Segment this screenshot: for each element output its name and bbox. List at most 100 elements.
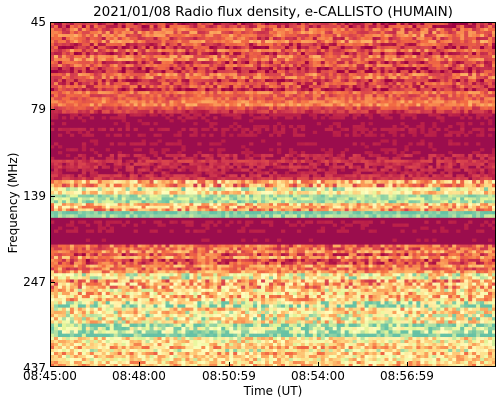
heatmap-cell xyxy=(340,97,345,101)
heatmap-cell xyxy=(416,124,421,129)
heatmap-cell xyxy=(408,79,413,83)
heatmap-cell xyxy=(344,55,349,59)
heatmap-cell xyxy=(316,70,322,74)
heatmap-cell xyxy=(149,151,154,155)
heatmap-cell xyxy=(364,55,369,59)
heatmap-cell xyxy=(81,113,87,117)
heatmap-cell xyxy=(436,37,441,41)
heatmap-cell xyxy=(460,37,465,41)
heatmap-cell xyxy=(440,159,445,163)
heatmap-cell xyxy=(336,130,341,134)
heatmap-cell xyxy=(440,49,445,53)
heatmap-cell xyxy=(261,76,266,80)
heatmap-cell xyxy=(428,94,433,98)
heatmap-cell xyxy=(492,64,496,68)
heatmap-cell xyxy=(488,180,493,184)
heatmap-cell xyxy=(464,187,469,192)
heatmap-cell xyxy=(328,85,334,89)
heatmap-cell xyxy=(173,177,178,181)
heatmap-cell xyxy=(452,85,457,89)
heatmap-cell xyxy=(141,70,146,74)
heatmap-cell xyxy=(380,174,385,178)
heatmap-cell xyxy=(432,52,437,56)
heatmap-cell xyxy=(308,187,314,192)
heatmap-cell xyxy=(85,177,91,181)
heatmap-cell xyxy=(352,82,357,86)
heatmap-cell xyxy=(65,28,71,32)
heatmap-cell xyxy=(229,79,234,83)
heatmap-cell xyxy=(193,64,198,68)
heatmap-cell xyxy=(440,28,445,32)
heatmap-cell xyxy=(233,159,238,163)
heatmap-cell xyxy=(57,73,63,77)
heatmap-cell xyxy=(376,159,381,163)
heatmap-cell xyxy=(209,52,214,56)
heatmap-cell xyxy=(364,43,369,47)
heatmap-cell xyxy=(344,79,349,83)
heatmap-cell xyxy=(316,159,322,163)
heatmap-cell xyxy=(296,58,302,62)
heatmap-cell xyxy=(81,70,87,74)
heatmap-cell xyxy=(61,103,67,107)
heatmap-cell xyxy=(77,180,83,184)
heatmap-cell xyxy=(233,127,238,132)
heatmap-cell xyxy=(157,49,162,53)
heatmap-cell xyxy=(173,58,178,62)
heatmap-cell xyxy=(480,190,485,195)
heatmap-cell xyxy=(173,88,178,92)
heatmap-cell xyxy=(344,190,349,195)
heatmap-cell xyxy=(245,133,250,137)
heatmap-cell xyxy=(472,168,477,172)
heatmap-cell xyxy=(217,37,222,41)
heatmap-cell xyxy=(137,79,142,83)
heatmap-cell xyxy=(181,180,186,184)
heatmap-cell xyxy=(320,25,326,29)
heatmap-cell xyxy=(261,116,266,120)
heatmap-cell xyxy=(492,127,496,132)
heatmap-cell xyxy=(472,31,477,35)
heatmap-cell xyxy=(364,165,369,169)
heatmap-cell xyxy=(484,159,489,163)
heatmap-cell xyxy=(129,187,134,192)
heatmap-cell xyxy=(440,174,445,178)
heatmap-cell xyxy=(157,187,162,192)
heatmap-cell xyxy=(117,177,122,181)
heatmap-cell xyxy=(448,76,453,80)
heatmap-cell xyxy=(89,156,95,161)
heatmap-cell xyxy=(189,133,194,137)
heatmap-cell xyxy=(157,55,162,59)
heatmap-cell xyxy=(480,82,485,86)
heatmap-cell xyxy=(245,79,250,83)
heatmap-cell xyxy=(161,88,166,92)
heatmap-cell xyxy=(276,100,282,104)
heatmap-cell xyxy=(320,64,326,68)
heatmap-cell xyxy=(392,43,397,47)
heatmap-cell xyxy=(117,28,122,32)
heatmap-cell xyxy=(265,31,270,35)
heatmap-cell xyxy=(360,31,365,35)
heatmap-cell xyxy=(241,46,246,50)
heatmap-cell xyxy=(332,25,338,29)
heatmap-cell xyxy=(50,103,55,107)
heatmap-cell xyxy=(265,183,270,188)
heatmap-cell xyxy=(448,82,453,86)
heatmap-cell xyxy=(181,156,186,161)
heatmap-cell xyxy=(348,91,353,95)
heatmap-cell xyxy=(125,55,130,59)
heatmap-cell xyxy=(476,97,481,101)
heatmap-cell xyxy=(372,55,377,59)
heatmap-cell xyxy=(261,34,266,38)
heatmap-cell xyxy=(428,109,433,114)
heatmap-cell xyxy=(237,168,242,172)
heatmap-cell xyxy=(245,46,250,50)
heatmap-cell xyxy=(221,100,226,104)
heatmap-cell xyxy=(149,174,154,178)
heatmap-cell xyxy=(89,94,95,98)
heatmap-cell xyxy=(300,165,306,169)
heatmap-cell xyxy=(360,22,365,26)
heatmap-cell xyxy=(109,100,115,104)
heatmap-cell xyxy=(241,79,246,83)
heatmap-cell xyxy=(85,130,91,134)
heatmap-cell xyxy=(284,88,290,92)
heatmap-cell xyxy=(348,22,353,26)
